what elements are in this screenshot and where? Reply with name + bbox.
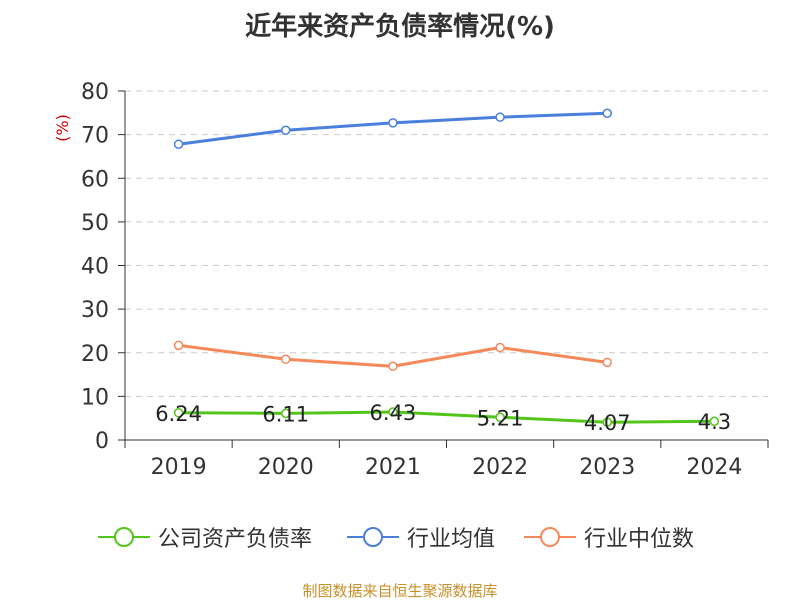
y-tick-label: 10 — [81, 385, 109, 410]
data-label: 4.3 — [698, 410, 731, 434]
grid-lines — [125, 90, 768, 397]
legend-item-company[interactable]: 公司资产负债率 — [98, 520, 312, 554]
legend-label: 行业中位数 — [584, 527, 695, 552]
x-tick-label: 2019 — [151, 455, 207, 480]
y-tick-label: 60 — [81, 167, 109, 192]
legend: 公司资产负债率 行业均值 行业中位数 — [0, 520, 800, 554]
source-note: 制图数据来自恒生聚源数据库 — [302, 582, 498, 600]
y-tick-label: 20 — [81, 342, 109, 367]
data-point — [388, 407, 398, 417]
legend-label: 行业均值 — [407, 527, 496, 552]
data-point — [709, 416, 720, 426]
x-tick-label: 2021 — [365, 455, 421, 480]
legend-label: 公司资产负债率 — [158, 527, 313, 552]
y-tick-label: 0 — [95, 429, 109, 454]
data-point — [388, 118, 398, 128]
y-tick-label: 70 — [81, 124, 109, 149]
y-tick-label: 30 — [81, 298, 109, 323]
legend-item-industry-median[interactable]: 行业中位数 — [524, 520, 694, 554]
data-point — [602, 108, 612, 118]
y-tick-label: 40 — [81, 255, 109, 280]
x-tick-label: 2024 — [686, 455, 742, 480]
legend-marker-blue-icon — [347, 527, 399, 547]
y-tick-label: 50 — [81, 211, 109, 236]
chart-title: 近年来资产负债率情况(%) — [245, 12, 555, 42]
data-label: 6.11 — [262, 402, 309, 426]
data-point — [388, 361, 398, 372]
data-point — [602, 417, 612, 427]
x-tick-label: 2023 — [579, 455, 635, 480]
series-lines — [173, 108, 720, 427]
data-point — [173, 408, 184, 418]
data-point — [602, 357, 612, 368]
data-point — [173, 340, 184, 351]
data-label: 5.21 — [477, 406, 524, 430]
data-labels: 6.24 6.11 6.43 5.21 4.07 4.3 — [155, 401, 731, 435]
x-tick-label: 2022 — [472, 455, 528, 480]
data-label: 6.43 — [370, 401, 417, 425]
y-tick-label: 80 — [81, 80, 109, 105]
data-point — [281, 408, 291, 419]
legend-item-industry-mean[interactable]: 行业均值 — [347, 520, 495, 554]
legend-marker-green-icon — [98, 527, 150, 547]
data-point — [173, 139, 184, 149]
series-line — [178, 111, 608, 146]
legend-marker-orange-icon — [524, 527, 576, 547]
data-label: 6.24 — [155, 402, 202, 426]
y-axis-label: (%) — [53, 114, 72, 142]
data-point — [495, 342, 505, 353]
data-point — [495, 412, 505, 423]
data-point — [281, 354, 291, 365]
x-tick-label: 2020 — [258, 455, 314, 480]
axes: 0 10 20 30 40 50 60 70 80 2019 2020 2021 2022 2023 202… — [81, 80, 769, 480]
data-label: 4.07 — [584, 411, 631, 435]
data-point — [495, 112, 505, 122]
data-point — [281, 125, 291, 136]
series-line — [178, 410, 715, 424]
